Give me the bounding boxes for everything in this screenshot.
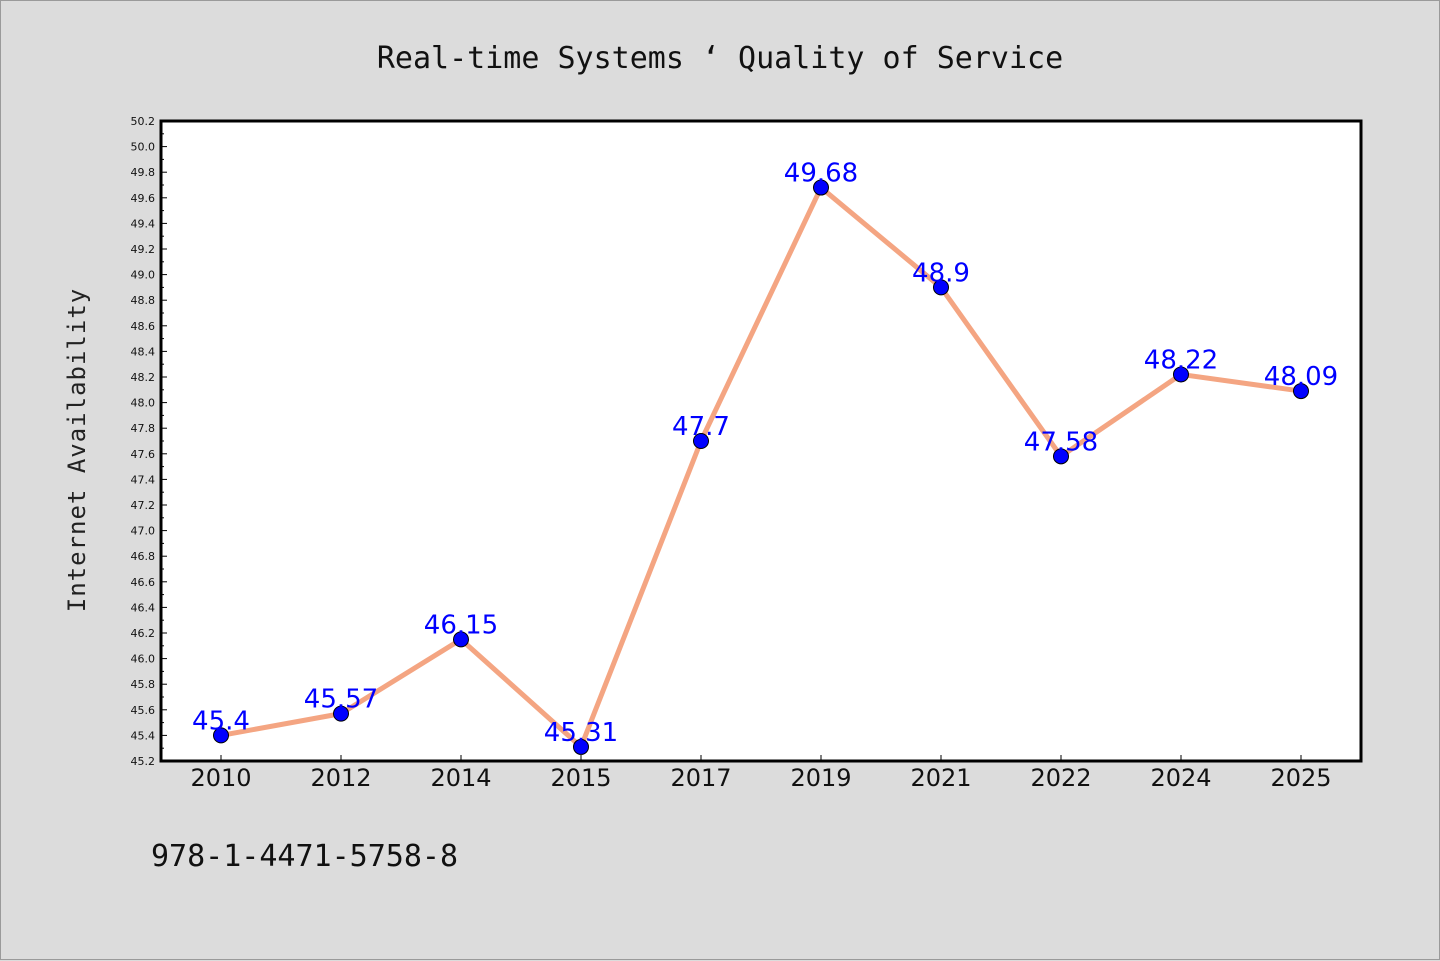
y-tick-label: 46.0 bbox=[131, 653, 156, 666]
y-tick-label: 46.2 bbox=[131, 627, 156, 640]
data-point bbox=[333, 705, 349, 722]
data-point bbox=[1293, 383, 1309, 400]
y-axis-ticks: 45.2 45.4 45.6 45.8 46.0 46.2 46.4 46.6 46.8 47.0… bbox=[131, 115, 167, 768]
x-tick-label: 2025 bbox=[1270, 764, 1331, 792]
data-point bbox=[453, 631, 469, 648]
data-point bbox=[813, 179, 829, 196]
plot-area bbox=[159, 119, 1363, 763]
data-label: 48.09 bbox=[1264, 362, 1338, 392]
y-tick-label: 45.2 bbox=[131, 755, 156, 768]
y-tick-label: 47.8 bbox=[131, 422, 156, 435]
chart-title: Real-time Systems ‘ Quality of Service bbox=[377, 41, 1063, 76]
x-tick-label: 2017 bbox=[670, 764, 731, 792]
y-tick-label: 46.8 bbox=[131, 550, 156, 563]
y-tick-label: 48.8 bbox=[131, 294, 156, 307]
y-tick-label: 49.2 bbox=[131, 243, 156, 256]
y-tick-label: 48.2 bbox=[131, 371, 156, 384]
y-tick-label: 50.2 bbox=[131, 115, 156, 128]
y-tick-label: 47.0 bbox=[131, 525, 156, 538]
y-tick-label: 48.0 bbox=[131, 397, 156, 410]
y-tick-label: 46.6 bbox=[131, 576, 156, 589]
data-label: 45.4 bbox=[192, 706, 250, 736]
data-point bbox=[573, 738, 589, 755]
data-point bbox=[213, 727, 229, 744]
x-tick-label: 2010 bbox=[190, 764, 251, 792]
y-tick-label: 48.6 bbox=[131, 320, 156, 333]
y-tick-label: 46.4 bbox=[131, 601, 156, 614]
x-tick-label: 2019 bbox=[790, 764, 851, 792]
y-tick-label: 47.6 bbox=[131, 448, 156, 461]
data-label: 45.57 bbox=[304, 685, 378, 715]
y-tick-label: 49.0 bbox=[131, 269, 156, 282]
data-label: 49.68 bbox=[784, 159, 858, 189]
data-point bbox=[1053, 448, 1069, 465]
data-label: 48.22 bbox=[1144, 345, 1218, 375]
y-tick-label: 47.4 bbox=[131, 473, 156, 486]
y-tick-label: 49.8 bbox=[131, 166, 156, 179]
x-tick-label: 2022 bbox=[1030, 764, 1091, 792]
x-tick-label: 2015 bbox=[550, 764, 611, 792]
y-tick-label: 45.8 bbox=[131, 678, 156, 691]
x-tick-label: 2021 bbox=[910, 764, 971, 792]
data-label: 48.9 bbox=[912, 258, 970, 288]
data-label: 47.58 bbox=[1024, 427, 1098, 457]
y-tick-label: 49.4 bbox=[131, 217, 156, 230]
data-labels: 45.4 45.57 46.15 45.31 47.7 49.68 48.9 47.58 48.… bbox=[192, 159, 1338, 748]
footer-isbn: 978-1-4471-5758-8 bbox=[151, 839, 458, 874]
y-tick-label: 49.6 bbox=[131, 192, 156, 205]
series-group bbox=[213, 179, 1309, 755]
x-tick-label: 2012 bbox=[310, 764, 371, 792]
series-line bbox=[218, 185, 1304, 750]
x-tick-label: 2024 bbox=[1150, 764, 1211, 792]
data-label: 45.31 bbox=[544, 718, 618, 748]
data-point bbox=[1173, 366, 1189, 383]
data-point bbox=[933, 279, 949, 296]
y-tick-label: 45.4 bbox=[131, 729, 156, 742]
data-label: 46.15 bbox=[424, 610, 498, 640]
x-tick-label: 2014 bbox=[430, 764, 491, 792]
y-tick-label: 48.4 bbox=[131, 345, 156, 358]
y-tick-label: 47.2 bbox=[131, 499, 156, 512]
y-axis-label: Internet Availability bbox=[63, 288, 91, 612]
data-label: 47.7 bbox=[672, 412, 730, 442]
data-point bbox=[693, 433, 709, 449]
x-axis-ticks: 2010 2012 2014 2015 2017 2019 2021 2022 2024 2025 bbox=[190, 755, 1332, 792]
y-tick-label: 50.0 bbox=[131, 141, 156, 154]
y-tick-label: 45.6 bbox=[131, 704, 156, 717]
